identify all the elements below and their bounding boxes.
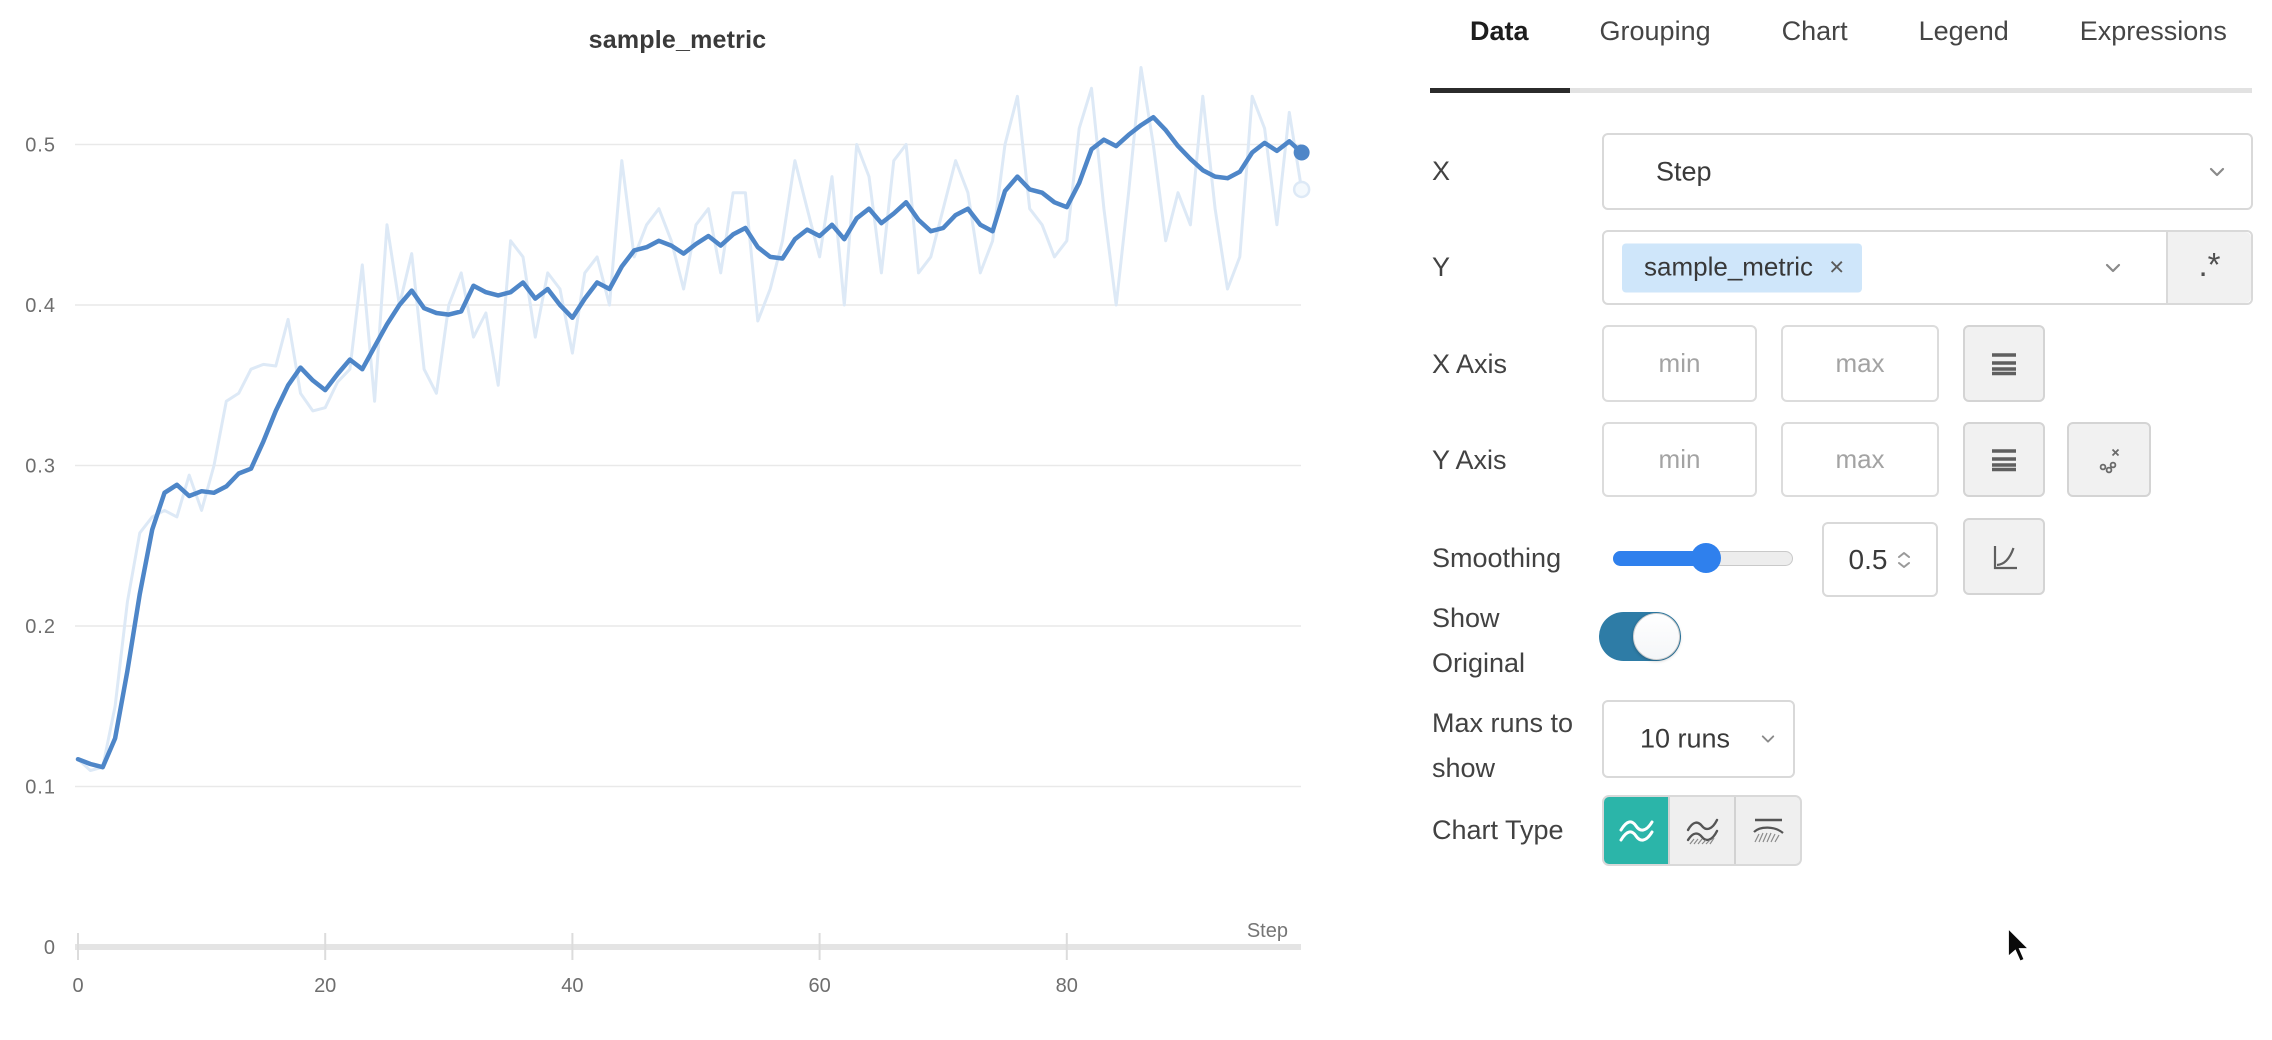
tab-grouping[interactable]: Grouping	[1599, 16, 1711, 46]
y-metric-tag[interactable]: sample_metric ×	[1622, 243, 1863, 292]
smoothing-stepper[interactable]	[1897, 551, 1911, 569]
stepper-up-icon[interactable]	[1897, 551, 1911, 559]
svg-text:0.1: 0.1	[25, 777, 56, 799]
svg-text:Step: Step	[1247, 920, 1288, 942]
svg-text:60: 60	[808, 975, 830, 997]
y-axis-range-label: Y Axis	[1432, 445, 1507, 475]
ema-curve-icon	[1993, 545, 2017, 569]
show-original-toggle[interactable]	[1599, 612, 1681, 661]
show-original-label: Show Original	[1432, 603, 1526, 679]
slider-knob[interactable]	[1691, 543, 1721, 573]
svg-text:0: 0	[72, 975, 83, 997]
chevron-down-icon	[2105, 263, 2121, 272]
x-axis-max-input[interactable]	[1781, 325, 1939, 402]
chart-type-group	[1602, 795, 1802, 866]
max-runs-select[interactable]: 10 runs	[1602, 700, 1795, 778]
max-runs-label: Max runs to show	[1432, 708, 1574, 784]
chart-type-mean-area-button[interactable]	[1734, 797, 1800, 864]
stepper-down-icon[interactable]	[1897, 561, 1911, 569]
svg-text:0.2: 0.2	[25, 616, 56, 638]
x-axis-range-label: X Axis	[1432, 349, 1508, 379]
y-axis-min-input[interactable]	[1602, 422, 1757, 497]
tab-chart[interactable]: Chart	[1781, 16, 1848, 46]
x-axis-select[interactable]: Step	[1602, 133, 2253, 210]
x-axis-selected-value: Step	[1656, 156, 1712, 186]
tab-bar: Data Grouping Chart Legend Expressions	[1470, 16, 2227, 47]
y-axis-log-scale-button[interactable]	[1963, 422, 2045, 497]
toggle-knob	[1633, 613, 1680, 660]
y-metric-select[interactable]: sample_metric × .*	[1602, 230, 2253, 305]
svg-text:0.5: 0.5	[25, 135, 56, 157]
mouse-cursor	[2007, 926, 2032, 963]
chart-title: sample_metric	[588, 26, 767, 54]
tab-active-indicator	[1430, 88, 1570, 93]
smoothing-slider[interactable]	[1613, 543, 1793, 573]
regex-toggle-button[interactable]: .*	[2166, 232, 2251, 303]
mean-area-plot-icon	[1753, 818, 1784, 842]
line-chart[interactable]: 0 0.1 0.2 0.3 0.4 0.5 0 20 40 60 80 Step	[0, 0, 1365, 1040]
smoothing-type-button[interactable]	[1963, 518, 2045, 595]
smoothing-value: 0.5	[1848, 543, 1888, 575]
y-metric-tag-label: sample_metric	[1644, 251, 1814, 281]
line-plot-icon	[1619, 819, 1654, 842]
ignore-outliers-button[interactable]	[2067, 422, 2151, 497]
outliers-icon	[2099, 448, 2120, 473]
chevron-down-icon	[1761, 735, 1775, 743]
svg-text:40: 40	[561, 975, 583, 997]
chart-panel: sample_metric 0 0.1 0.2 0.3 0.4 0.5 0 20 40 60 80 S…	[0, 0, 1365, 1040]
line-area-plot-icon	[1686, 818, 1719, 844]
y-axis-max-input[interactable]	[1781, 422, 1939, 497]
svg-text:80: 80	[1056, 975, 1078, 997]
tab-legend[interactable]: Legend	[1918, 16, 2009, 46]
x-axis-log-scale-button[interactable]	[1963, 325, 2045, 402]
remove-metric-icon[interactable]: ×	[1829, 251, 1845, 282]
tab-underline	[1430, 88, 2252, 93]
svg-text:0: 0	[44, 937, 56, 959]
panel-settings: Data Grouping Chart Legend Expressions X…	[1420, 0, 2272, 1040]
svg-text:0.4: 0.4	[25, 295, 56, 317]
chart-type-label: Chart Type	[1432, 815, 1564, 845]
chart-type-line-button[interactable]	[1604, 797, 1668, 864]
chart-type-area-button[interactable]	[1668, 797, 1734, 864]
chevron-down-icon	[2209, 167, 2225, 176]
smoothing-label: Smoothing	[1432, 543, 1562, 573]
x-axis-min-input[interactable]	[1602, 325, 1757, 402]
svg-text:20: 20	[314, 975, 336, 997]
max-runs-value: 10 runs	[1640, 723, 1731, 754]
x-field-label: X	[1432, 156, 1451, 186]
smoothing-value-input[interactable]: 0.5	[1822, 522, 1938, 597]
log-scale-icon	[1992, 448, 2016, 471]
tab-expressions[interactable]: Expressions	[2079, 16, 2227, 46]
tab-data[interactable]: Data	[1470, 16, 1529, 46]
slider-fill	[1613, 551, 1710, 566]
y-field-label: Y	[1432, 252, 1451, 282]
log-scale-icon	[1992, 352, 2016, 375]
svg-text:0.3: 0.3	[25, 456, 56, 478]
